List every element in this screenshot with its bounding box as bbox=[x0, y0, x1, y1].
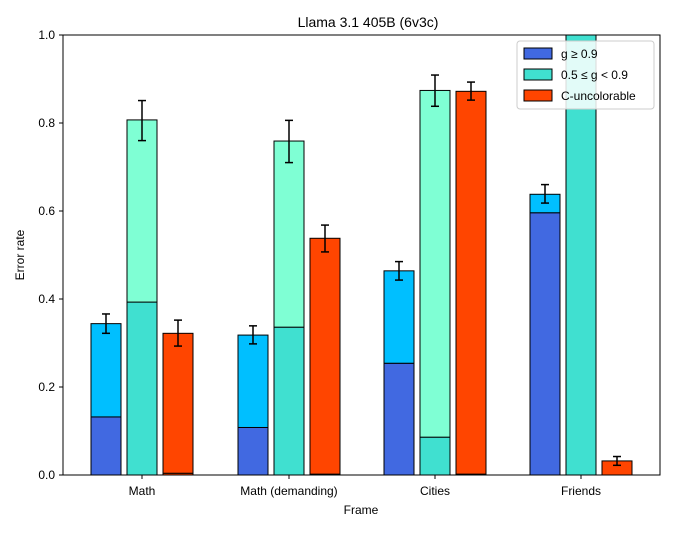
legend-swatch bbox=[523, 68, 553, 81]
y-tick-label: 0.2 bbox=[38, 380, 55, 394]
y-tick-label: 0.8 bbox=[38, 116, 55, 130]
bar-segment-top bbox=[383, 270, 415, 364]
bar-segment-top bbox=[126, 119, 158, 303]
legend-label: g ≥ 0.9 bbox=[561, 47, 598, 61]
bars-layer bbox=[90, 34, 633, 476]
x-axis-label: Frame bbox=[344, 503, 379, 517]
x-tick-label: Friends bbox=[561, 484, 601, 498]
bar-segment-top bbox=[419, 89, 451, 438]
axes-layer: 0.0 0.2 0.4 0.6 0.8 1.0 Math Math (demanding) Ci… bbox=[38, 28, 601, 498]
bar-segment-top bbox=[162, 332, 194, 474]
y-tick-label: 0.4 bbox=[38, 292, 55, 306]
chart-title: Llama 3.1 405B (6v3c) bbox=[298, 14, 439, 30]
y-tick-label: 0.6 bbox=[38, 204, 55, 218]
x-tick-label: Math bbox=[129, 484, 156, 498]
bar-segment-top bbox=[309, 237, 341, 475]
bar-segment-bottom bbox=[126, 301, 158, 476]
y-axis-label: Error rate bbox=[13, 229, 27, 280]
bar-segment-top bbox=[455, 90, 487, 475]
bar-segment-bottom bbox=[419, 436, 451, 476]
bar-segment-bottom bbox=[529, 212, 561, 476]
legend-swatch bbox=[523, 47, 553, 60]
y-tick-label: 1.0 bbox=[38, 28, 55, 42]
plot-frame bbox=[62, 34, 661, 476]
bar-segment-bottom bbox=[237, 426, 269, 476]
legend-label: 0.5 ≤ g < 0.9 bbox=[561, 68, 628, 82]
bar-segment-bottom bbox=[90, 416, 122, 476]
bar-segment-top bbox=[90, 323, 122, 418]
legend-swatch bbox=[523, 89, 553, 102]
bar-segment-top bbox=[237, 334, 269, 428]
x-tick-label: Math (demanding) bbox=[240, 484, 337, 498]
legend: g ≥ 0.9 0.5 ≤ g < 0.9 C-uncolorable bbox=[516, 40, 655, 110]
bar-segment-top bbox=[273, 140, 305, 328]
errorbars-layer bbox=[102, 74, 621, 467]
bar-segment-bottom bbox=[383, 362, 415, 476]
x-tick-label: Cities bbox=[420, 484, 450, 498]
bar-segment-bottom bbox=[273, 326, 305, 476]
y-tick-label: 0.0 bbox=[38, 468, 55, 482]
legend-label: C-uncolorable bbox=[561, 89, 636, 103]
